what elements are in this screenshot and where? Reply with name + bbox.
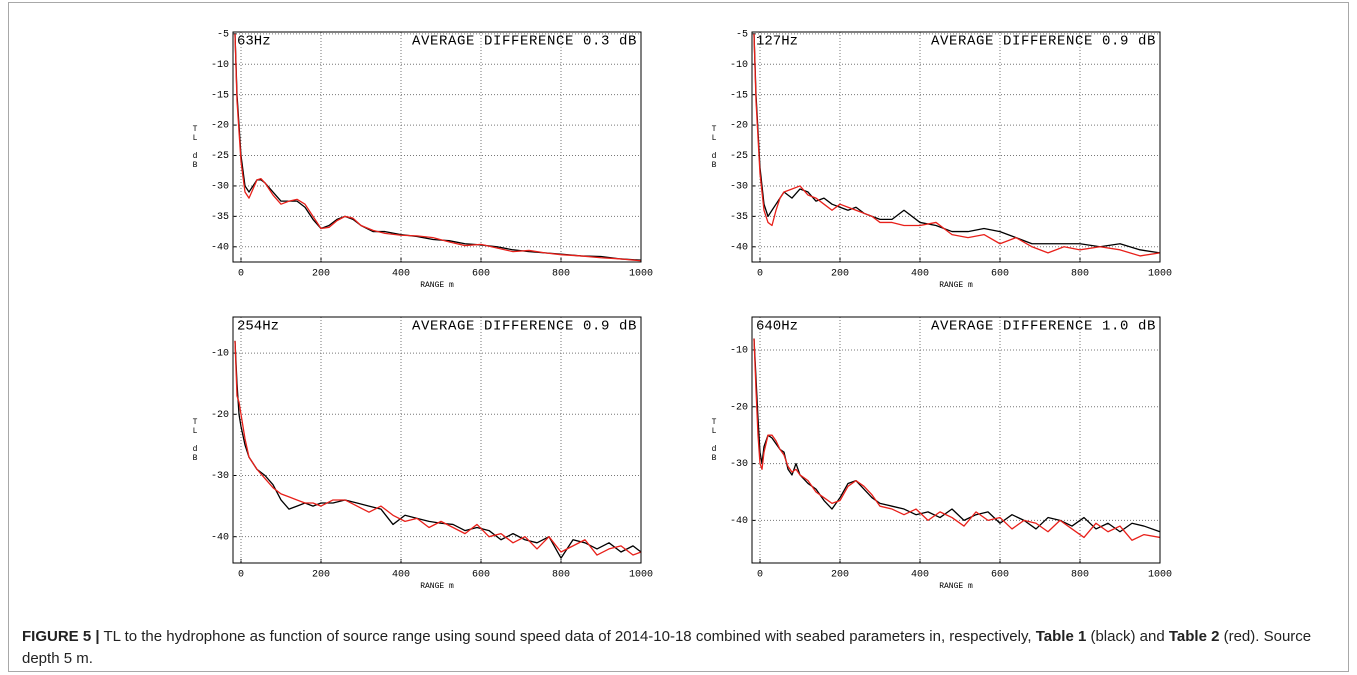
x-axis-label: RANGE m: [939, 582, 973, 591]
y-tick-label: -40: [211, 242, 229, 253]
annotation: AVERAGE DIFFERENCE 0.3 dB: [412, 34, 637, 50]
frequency-label: 63Hz: [237, 34, 271, 50]
caption-ref: Table 2: [1168, 628, 1220, 645]
y-tick-label: -10: [211, 60, 229, 71]
figure-frame: [8, 2, 1349, 672]
x-tick-label: 0: [757, 570, 763, 581]
frequency-label: 127Hz: [756, 34, 798, 50]
x-tick-label: 800: [1071, 570, 1089, 581]
y-tick-label: -10: [730, 346, 748, 357]
figure: -5 -10 -15 -20 -25 -30 -35 -40 0 200 400 600 800 1000…: [191, 29, 1173, 591]
data-line: [753, 33, 1161, 254]
y-tick-label: -5: [217, 29, 229, 40]
x-tick-label: 800: [552, 570, 570, 581]
x-tick-label: 0: [238, 570, 244, 581]
data-line: [234, 33, 642, 262]
x-tick-label: 600: [991, 269, 1009, 280]
data-line: [234, 340, 642, 559]
y-tick-label: -40: [730, 516, 748, 527]
annotation: AVERAGE DIFFERENCE 0.9 dB: [412, 319, 637, 335]
x-tick-label: 1000: [629, 269, 653, 280]
x-tick-label: 1000: [1148, 570, 1172, 581]
x-tick-label: 200: [312, 269, 330, 280]
y-tick-label: -15: [730, 90, 748, 101]
y-tick-label: -5: [736, 29, 748, 40]
x-axis-label: RANGE m: [420, 281, 454, 290]
y-tick-label: -35: [211, 212, 229, 223]
frequency-label: 254Hz: [237, 319, 279, 335]
y-tick-label: -40: [730, 242, 748, 253]
data-line: [753, 33, 1161, 257]
y-tick-label: -40: [211, 532, 229, 543]
y-tick-label: -20: [211, 410, 229, 421]
y-tick-label: -20: [211, 121, 229, 132]
x-tick-label: 600: [472, 269, 490, 280]
x-tick-label: 400: [392, 570, 410, 581]
annotation: AVERAGE DIFFERENCE 0.9 dB: [931, 34, 1156, 50]
y-tick-label: -30: [730, 459, 748, 470]
y-tick-label: -25: [730, 151, 748, 162]
frequency-label: 640Hz: [756, 319, 798, 335]
y-tick-label: -10: [730, 60, 748, 71]
data-line: [753, 338, 1161, 541]
x-tick-label: 200: [831, 570, 849, 581]
x-tick-label: 200: [831, 269, 849, 280]
x-tick-label: 800: [1071, 269, 1089, 280]
plot-frame: [232, 316, 642, 564]
x-tick-label: 400: [911, 269, 929, 280]
x-tick-label: 400: [392, 269, 410, 280]
caption-text: (black) and: [1090, 628, 1165, 645]
y-tick-label: -30: [730, 182, 748, 193]
y-axis-label: TL dB: [710, 418, 719, 463]
y-tick-label: -10: [211, 349, 229, 360]
y-tick-label: -30: [211, 471, 229, 482]
caption-text: TL to the hydrophone as function of sour…: [103, 628, 1032, 645]
y-tick-label: -35: [730, 212, 748, 223]
caption: FIGURE 5 | TL to the hydrophone as funct…: [22, 626, 1322, 670]
data-line: [234, 33, 642, 261]
x-axis-label: RANGE m: [420, 582, 454, 591]
y-tick-label: -20: [730, 121, 748, 132]
plot-frame: [751, 316, 1161, 564]
plot-frame: [232, 31, 642, 263]
y-tick-label: -20: [730, 402, 748, 413]
x-axis-label: RANGE m: [939, 281, 973, 290]
caption-text: (red). Source depth 5 m.: [22, 628, 1312, 667]
data-line: [753, 338, 1161, 533]
x-tick-label: 600: [472, 570, 490, 581]
y-axis-label: TL dB: [710, 125, 719, 170]
annotation: AVERAGE DIFFERENCE 1.0 dB: [931, 319, 1156, 335]
y-tick-label: -30: [211, 182, 229, 193]
x-tick-label: 600: [991, 570, 1009, 581]
x-tick-label: 0: [238, 269, 244, 280]
caption-ref: Table 1: [1035, 628, 1087, 645]
y-tick-label: -25: [211, 151, 229, 162]
y-axis-label: TL dB: [191, 125, 200, 170]
plot-frame: [751, 31, 1161, 263]
data-line: [234, 340, 642, 556]
x-tick-label: 800: [552, 269, 570, 280]
y-tick-label: -15: [211, 90, 229, 101]
x-tick-label: 1000: [629, 570, 653, 581]
caption-label: FIGURE 5 |: [22, 628, 100, 645]
x-tick-label: 200: [312, 570, 330, 581]
x-tick-label: 1000: [1148, 269, 1172, 280]
x-tick-label: 400: [911, 570, 929, 581]
x-tick-label: 0: [757, 269, 763, 280]
y-axis-label: TL dB: [191, 418, 200, 463]
